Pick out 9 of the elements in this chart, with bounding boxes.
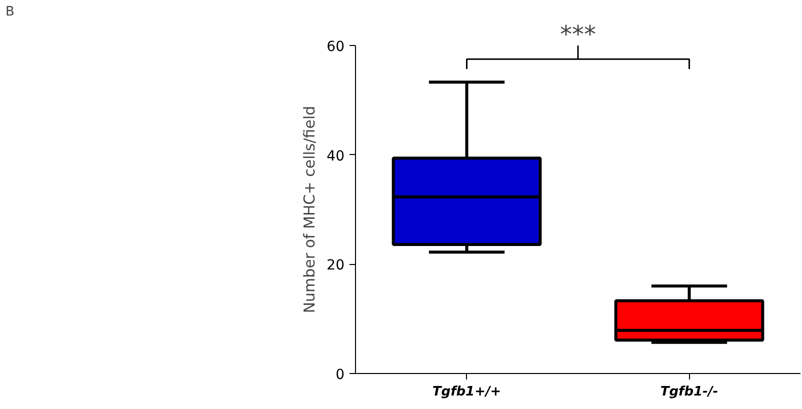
y-tick-label: 40 — [326, 148, 345, 164]
y-tick-label: 60 — [326, 39, 345, 55]
text: B — [6, 4, 14, 20]
y-axis-title: Number of MHC+ cells/field — [300, 106, 319, 314]
y-tick-label: 20 — [326, 258, 345, 274]
x-tick-label: Tgfb1-/- — [660, 384, 718, 400]
annotation: *** — [560, 20, 596, 48]
y-tick-label: 0 — [336, 367, 345, 383]
x-tick-label: Tgfb1+/+ — [432, 384, 502, 400]
